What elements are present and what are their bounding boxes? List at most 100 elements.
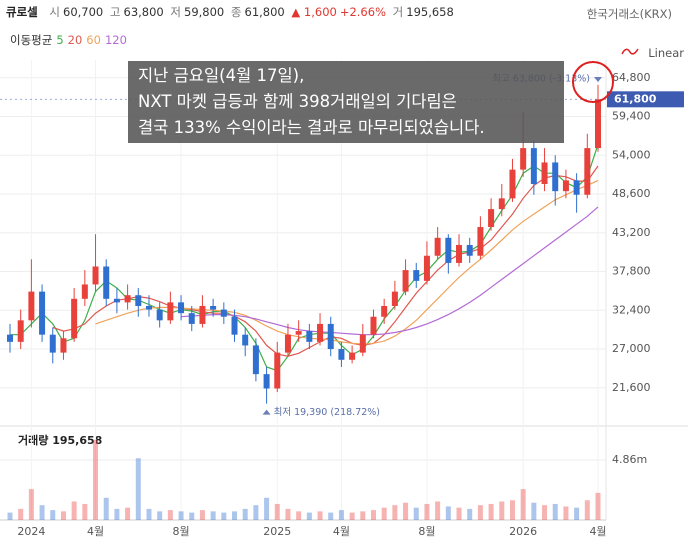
- high-label: 고: [109, 5, 121, 19]
- volume-bar: [221, 512, 227, 520]
- candle-body: [306, 331, 313, 342]
- volume-bar: [253, 505, 259, 520]
- ma-legend-label: 이동평균: [10, 33, 53, 47]
- volume-bar: [563, 506, 569, 520]
- candle-body: [359, 334, 366, 353]
- candle-body: [498, 198, 505, 210]
- volume-value: 195,658: [406, 5, 454, 19]
- candle-body: [242, 334, 249, 346]
- candle-body: [188, 313, 195, 324]
- change: ▲ 1,600: [291, 5, 337, 19]
- volume-tick-label: 4.86m: [612, 453, 647, 466]
- volume-bar: [7, 512, 13, 520]
- candle-body: [178, 302, 185, 314]
- candle-body: [124, 295, 131, 303]
- volume-bar: [167, 510, 173, 520]
- candle-body: [349, 352, 356, 360]
- volume-bar: [520, 489, 526, 520]
- volume-bar: [82, 503, 88, 520]
- low-value: 59,800: [184, 5, 225, 19]
- candle-body: [338, 349, 345, 360]
- volume-bar: [210, 511, 216, 520]
- volume-bar: [381, 507, 387, 520]
- candle-body: [530, 148, 537, 184]
- candle-body: [92, 266, 99, 285]
- candle-body: [7, 334, 13, 342]
- candle-body: [413, 270, 420, 281]
- y-tick-label: 48,600: [612, 187, 651, 200]
- candle-body: [156, 309, 163, 321]
- candle-body: [552, 162, 559, 192]
- candle-body: [595, 99, 601, 149]
- exchange: 한국거래소(KRX): [586, 7, 672, 21]
- candle-body: [370, 316, 377, 335]
- volume-bar: [189, 512, 195, 520]
- annotation-box: 지난 금요일(4월 17일), NXT 마켓 급등과 함께 398거래일의 기다림…: [128, 61, 564, 143]
- x-tick-label: 4월: [87, 525, 104, 538]
- volume-bar: [424, 503, 430, 520]
- scale-mode[interactable]: Linear: [648, 46, 684, 60]
- ma-line: [181, 206, 599, 336]
- x-tick-label: 8월: [172, 525, 189, 538]
- volume-bar: [328, 512, 334, 520]
- candle-body: [402, 270, 409, 292]
- annotation-line: 결국 133% 수익이라는 결과로 마무리되었습니다.: [138, 118, 485, 137]
- change-pct: +2.66%: [339, 5, 386, 19]
- volume-bar: [103, 497, 109, 520]
- volume-bar: [306, 512, 312, 520]
- min-label: 최저 19,390 (218.72%): [274, 407, 380, 418]
- candle-body: [167, 302, 174, 321]
- volume-bar: [50, 510, 56, 520]
- y-tick-label: 21,600: [612, 381, 651, 394]
- candle-body: [520, 148, 527, 170]
- x-tick-label: 4월: [589, 525, 606, 538]
- volume-bar: [285, 508, 291, 520]
- volume-bar: [595, 492, 601, 520]
- volume-bar: [445, 506, 451, 520]
- ma-legend-entry: 60: [86, 33, 101, 47]
- y-tick-label: 32,400: [612, 303, 651, 316]
- y-tick-label: 43,200: [612, 226, 651, 239]
- high-value: 63,800: [123, 5, 164, 19]
- candle-body: [562, 180, 569, 192]
- ma-legend: 이동평균 5 20 60 120: [10, 32, 131, 48]
- volume-bar: [584, 500, 590, 520]
- volume-bar: [296, 511, 302, 520]
- candle-body: [199, 305, 206, 324]
- candle-body: [509, 169, 516, 199]
- volume-bar: [509, 500, 515, 520]
- y-tick-label: 27,000: [612, 342, 651, 355]
- candle-body: [327, 323, 334, 350]
- volume-bar: [456, 507, 462, 520]
- candle-body: [113, 298, 120, 303]
- candle-body: [381, 305, 388, 317]
- candle-body: [584, 148, 591, 195]
- volume-bar: [392, 505, 398, 520]
- volume-bar: [413, 507, 419, 520]
- volume-bar: [360, 511, 366, 520]
- annotation-line: NXT 마켓 급등과 함께 398거래일의 기다림은: [138, 92, 457, 111]
- candle-body: [295, 331, 302, 335]
- candle-body: [81, 284, 88, 299]
- y-tick-label: 64,800: [612, 71, 651, 84]
- y-tick-label: 54,000: [612, 148, 651, 161]
- volume-bar: [274, 503, 280, 520]
- volume-bar: [552, 503, 558, 520]
- open-value: 60,700: [63, 5, 104, 19]
- candle-body: [263, 374, 270, 389]
- volume-title: 거래량 195,658: [18, 433, 102, 447]
- candle-body: [49, 334, 56, 353]
- candle-body: [210, 305, 217, 310]
- x-tick-label: 4월: [333, 525, 350, 538]
- last-price-tag: [607, 91, 684, 108]
- volume-bar: [60, 511, 66, 520]
- volume-bar: [531, 502, 537, 520]
- volume-bar: [499, 501, 505, 520]
- candle-body: [488, 209, 495, 228]
- volume-bar: [264, 497, 270, 520]
- volume-label: 거: [392, 5, 404, 19]
- candle-body: [60, 338, 67, 353]
- y-tick-label: 59,400: [612, 110, 651, 123]
